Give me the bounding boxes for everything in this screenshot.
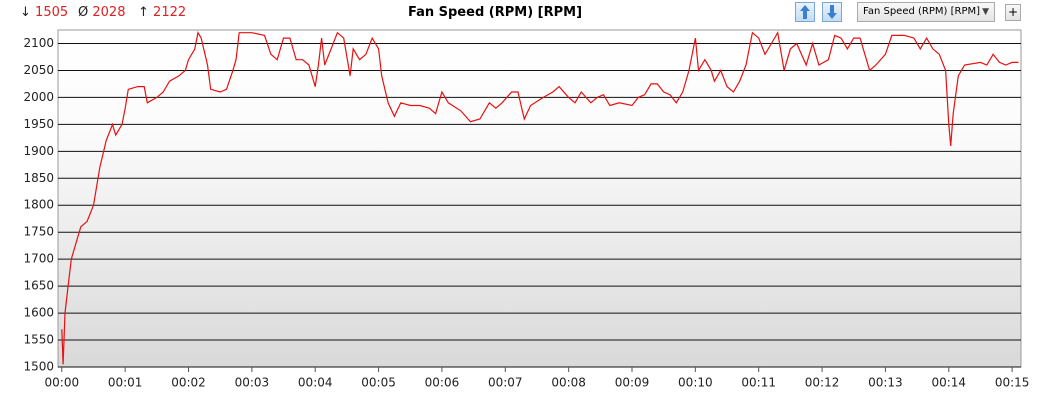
y-tick-label: 1750 [23,225,54,239]
x-tick-label: 00:06 [425,376,460,390]
sensor-dropdown[interactable]: Fan Speed (RPM) [RPM] ▼ [857,2,995,22]
x-tick-label: 00:12 [805,376,840,390]
chart-title: Fan Speed (RPM) [RPM] [407,5,583,20]
series-line [61,30,1019,365]
x-tick-label: 00:15 [995,376,1030,390]
move-up-button[interactable] [795,2,815,22]
plot-area [57,29,1022,368]
x-tick-label: 00:03 [235,376,270,390]
stat-value: 1505 [35,5,69,20]
y-tick-label: 1950 [23,117,54,131]
dropdown-text: Fan Speed (RPM) [RPM] [863,6,981,17]
y-tick-label: 2100 [23,36,54,50]
y-tick-label: 2000 [23,90,54,104]
x-tick-label: 00:05 [361,376,396,390]
y-tick-label: 1850 [23,171,54,185]
x-tick-label: 00:14 [931,376,966,390]
stat-symbol: ↑ [138,5,149,20]
y-tick-label: 1500 [23,360,54,374]
x-tick-label: 00:11 [741,376,776,390]
y-tick-label: 2050 [23,63,54,77]
stat-value: 2122 [153,5,187,20]
up-icon [800,5,810,19]
y-tick-label: 1700 [23,252,54,266]
stat-avg: Ø 2028 [78,5,125,20]
x-tick-label: 00:02 [171,376,206,390]
stat-symbol: ↓ [20,5,31,20]
x-tick-label: 00:13 [868,376,903,390]
move-down-button[interactable] [822,2,842,22]
stat-symbol: Ø [78,5,89,20]
add-button[interactable]: + [1005,4,1021,21]
stat-max: ↑ 2122 [138,5,186,20]
y-tick-label: 1900 [23,144,54,158]
x-tick-label: 00:10 [678,376,713,390]
stat-value: 2028 [92,5,126,20]
down-icon [827,5,837,19]
x-tick-label: 00:01 [108,376,143,390]
x-tick-label: 00:08 [551,376,586,390]
stat-min: ↓ 1505 [20,5,68,20]
y-tick-label: 1800 [23,198,54,212]
y-tick-label: 1600 [23,306,54,320]
y-tick-label: 1650 [23,279,54,293]
x-tick-label: 00:09 [615,376,650,390]
x-tick-label: 00:04 [298,376,333,390]
y-tick-label: 1550 [23,333,54,347]
x-tick-label: 00:07 [488,376,523,390]
x-tick-label: 00:00 [45,376,80,390]
